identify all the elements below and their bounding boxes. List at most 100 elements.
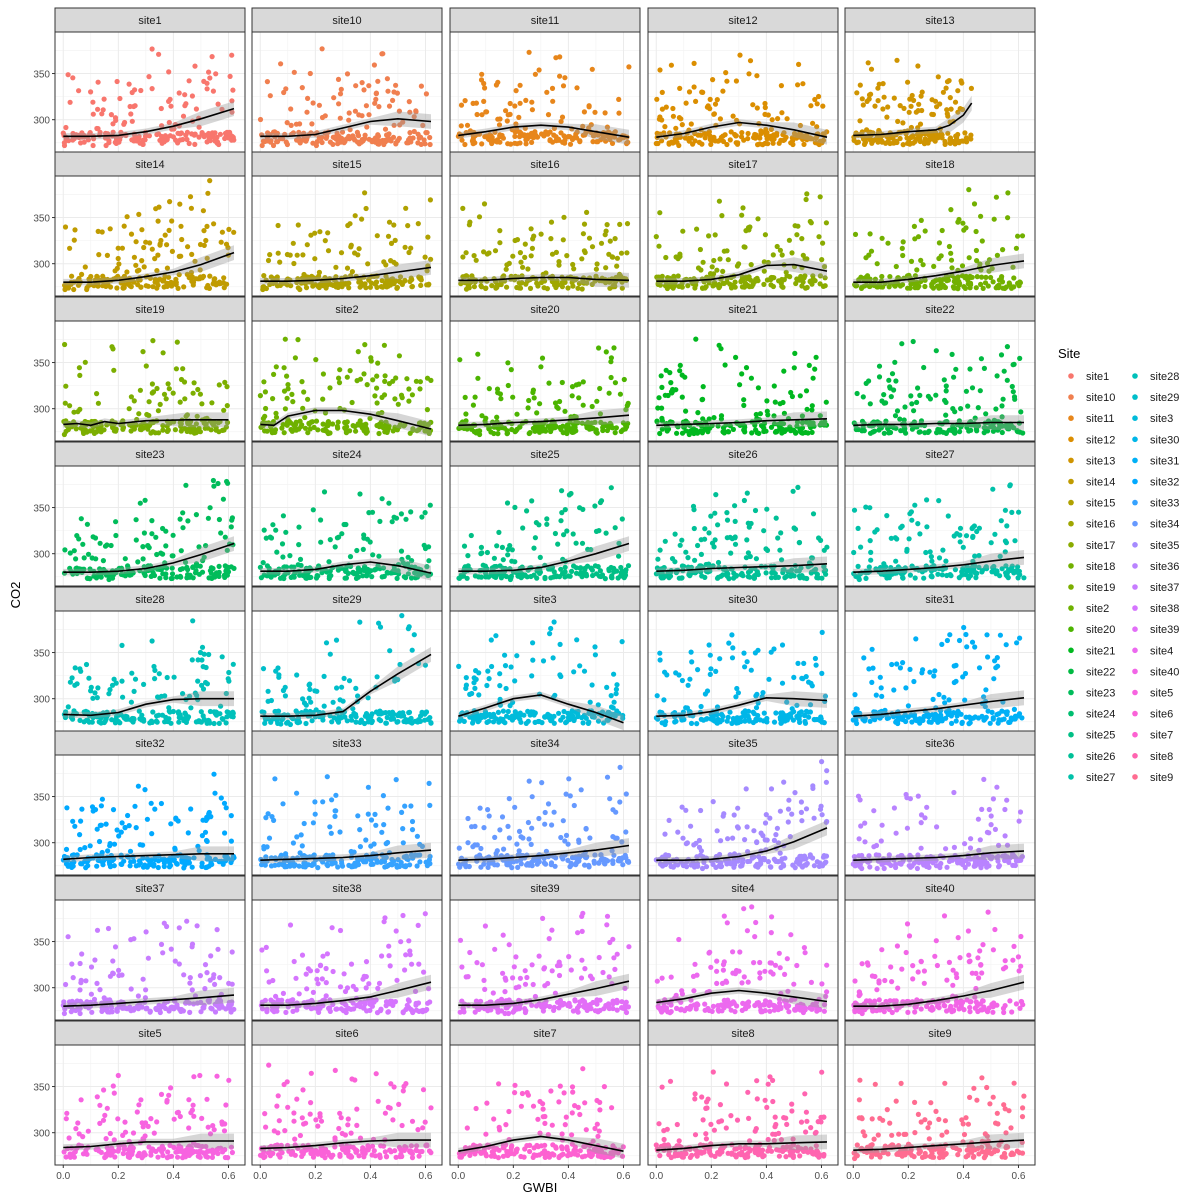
data-point: [530, 425, 537, 431]
data-point: [578, 565, 584, 571]
data-point: [948, 257, 955, 263]
data-point: [916, 101, 922, 107]
data-point: [346, 678, 353, 684]
data-point: [267, 534, 273, 540]
data-point: [532, 535, 539, 541]
data-point: [325, 248, 332, 254]
data-point: [581, 109, 588, 115]
data-point: [724, 517, 731, 523]
data-point: [226, 226, 232, 232]
data-point: [227, 131, 233, 137]
data-point: [517, 250, 524, 256]
data-point: [612, 430, 618, 436]
data-point: [504, 262, 510, 268]
data-point: [667, 370, 673, 376]
data-point: [956, 216, 962, 223]
data-point: [909, 401, 915, 407]
data-point: [81, 555, 87, 561]
data-point: [747, 574, 753, 580]
data-point: [653, 234, 659, 240]
data-point: [965, 403, 971, 409]
data-point: [963, 225, 969, 231]
data-point: [170, 708, 176, 715]
data-point: [922, 228, 928, 234]
data-point: [724, 78, 730, 84]
data-point: [888, 394, 894, 400]
data-point: [280, 136, 286, 142]
data-point: [936, 240, 943, 246]
data-point: [327, 430, 333, 436]
data-point: [750, 102, 756, 108]
data-point: [881, 94, 887, 100]
data-point: [204, 255, 210, 261]
data-point: [334, 130, 340, 136]
data-point: [981, 365, 988, 371]
data-point: [170, 134, 176, 140]
data-point: [549, 85, 556, 91]
data-point: [103, 716, 109, 722]
data-point: [553, 138, 559, 144]
data-point: [183, 711, 189, 717]
data-point: [362, 190, 368, 196]
data-point: [160, 427, 166, 433]
data-point: [101, 96, 107, 102]
data-point: [219, 427, 226, 433]
data-point: [477, 428, 483, 434]
data-point: [149, 246, 155, 252]
data-point: [218, 530, 224, 536]
data-point: [925, 393, 932, 399]
data-point: [677, 542, 683, 548]
data-point: [947, 140, 953, 146]
data-point: [816, 93, 822, 100]
data-point: [939, 572, 945, 578]
data-point: [998, 518, 1004, 524]
data-point: [211, 221, 217, 227]
data-point: [724, 248, 730, 254]
data-point: [679, 394, 685, 400]
data-point: [748, 375, 755, 381]
data-point: [526, 49, 532, 55]
data-point: [528, 226, 534, 232]
data-point: [819, 257, 825, 263]
data-point: [943, 383, 949, 389]
data-point: [464, 122, 471, 128]
data-point: [208, 427, 214, 433]
data-point: [297, 286, 303, 293]
data-point: [72, 665, 78, 671]
data-point: [337, 91, 344, 97]
data-point: [482, 134, 488, 140]
data-point: [512, 504, 518, 510]
data-point: [287, 252, 293, 258]
data-point: [422, 254, 428, 260]
data-point: [180, 510, 186, 516]
data-point: [147, 275, 153, 281]
data-point: [557, 73, 563, 79]
data-point: [799, 134, 806, 140]
panel-border: [54, 175, 246, 297]
data-point: [624, 221, 631, 227]
data-point: [804, 406, 810, 412]
data-point: [213, 71, 219, 77]
data-point: [392, 396, 398, 402]
data-point: [523, 137, 529, 143]
data-point: [332, 135, 338, 141]
data-point: [216, 569, 222, 576]
data-point: [883, 400, 889, 406]
data-point: [427, 502, 433, 508]
data-point: [745, 130, 751, 137]
data-point: [722, 362, 728, 368]
data-point: [912, 236, 918, 242]
data-point: [756, 430, 762, 436]
data-point: [346, 110, 352, 116]
data-point: [182, 396, 188, 402]
data-point: [314, 139, 320, 145]
data-point: [313, 357, 319, 363]
data-point: [204, 86, 210, 92]
data-point: [504, 284, 510, 290]
data-point: [518, 259, 524, 265]
data-point: [608, 359, 614, 365]
facet-strip-label: site22: [925, 304, 954, 316]
data-point: [921, 575, 927, 581]
data-point: [131, 254, 137, 260]
